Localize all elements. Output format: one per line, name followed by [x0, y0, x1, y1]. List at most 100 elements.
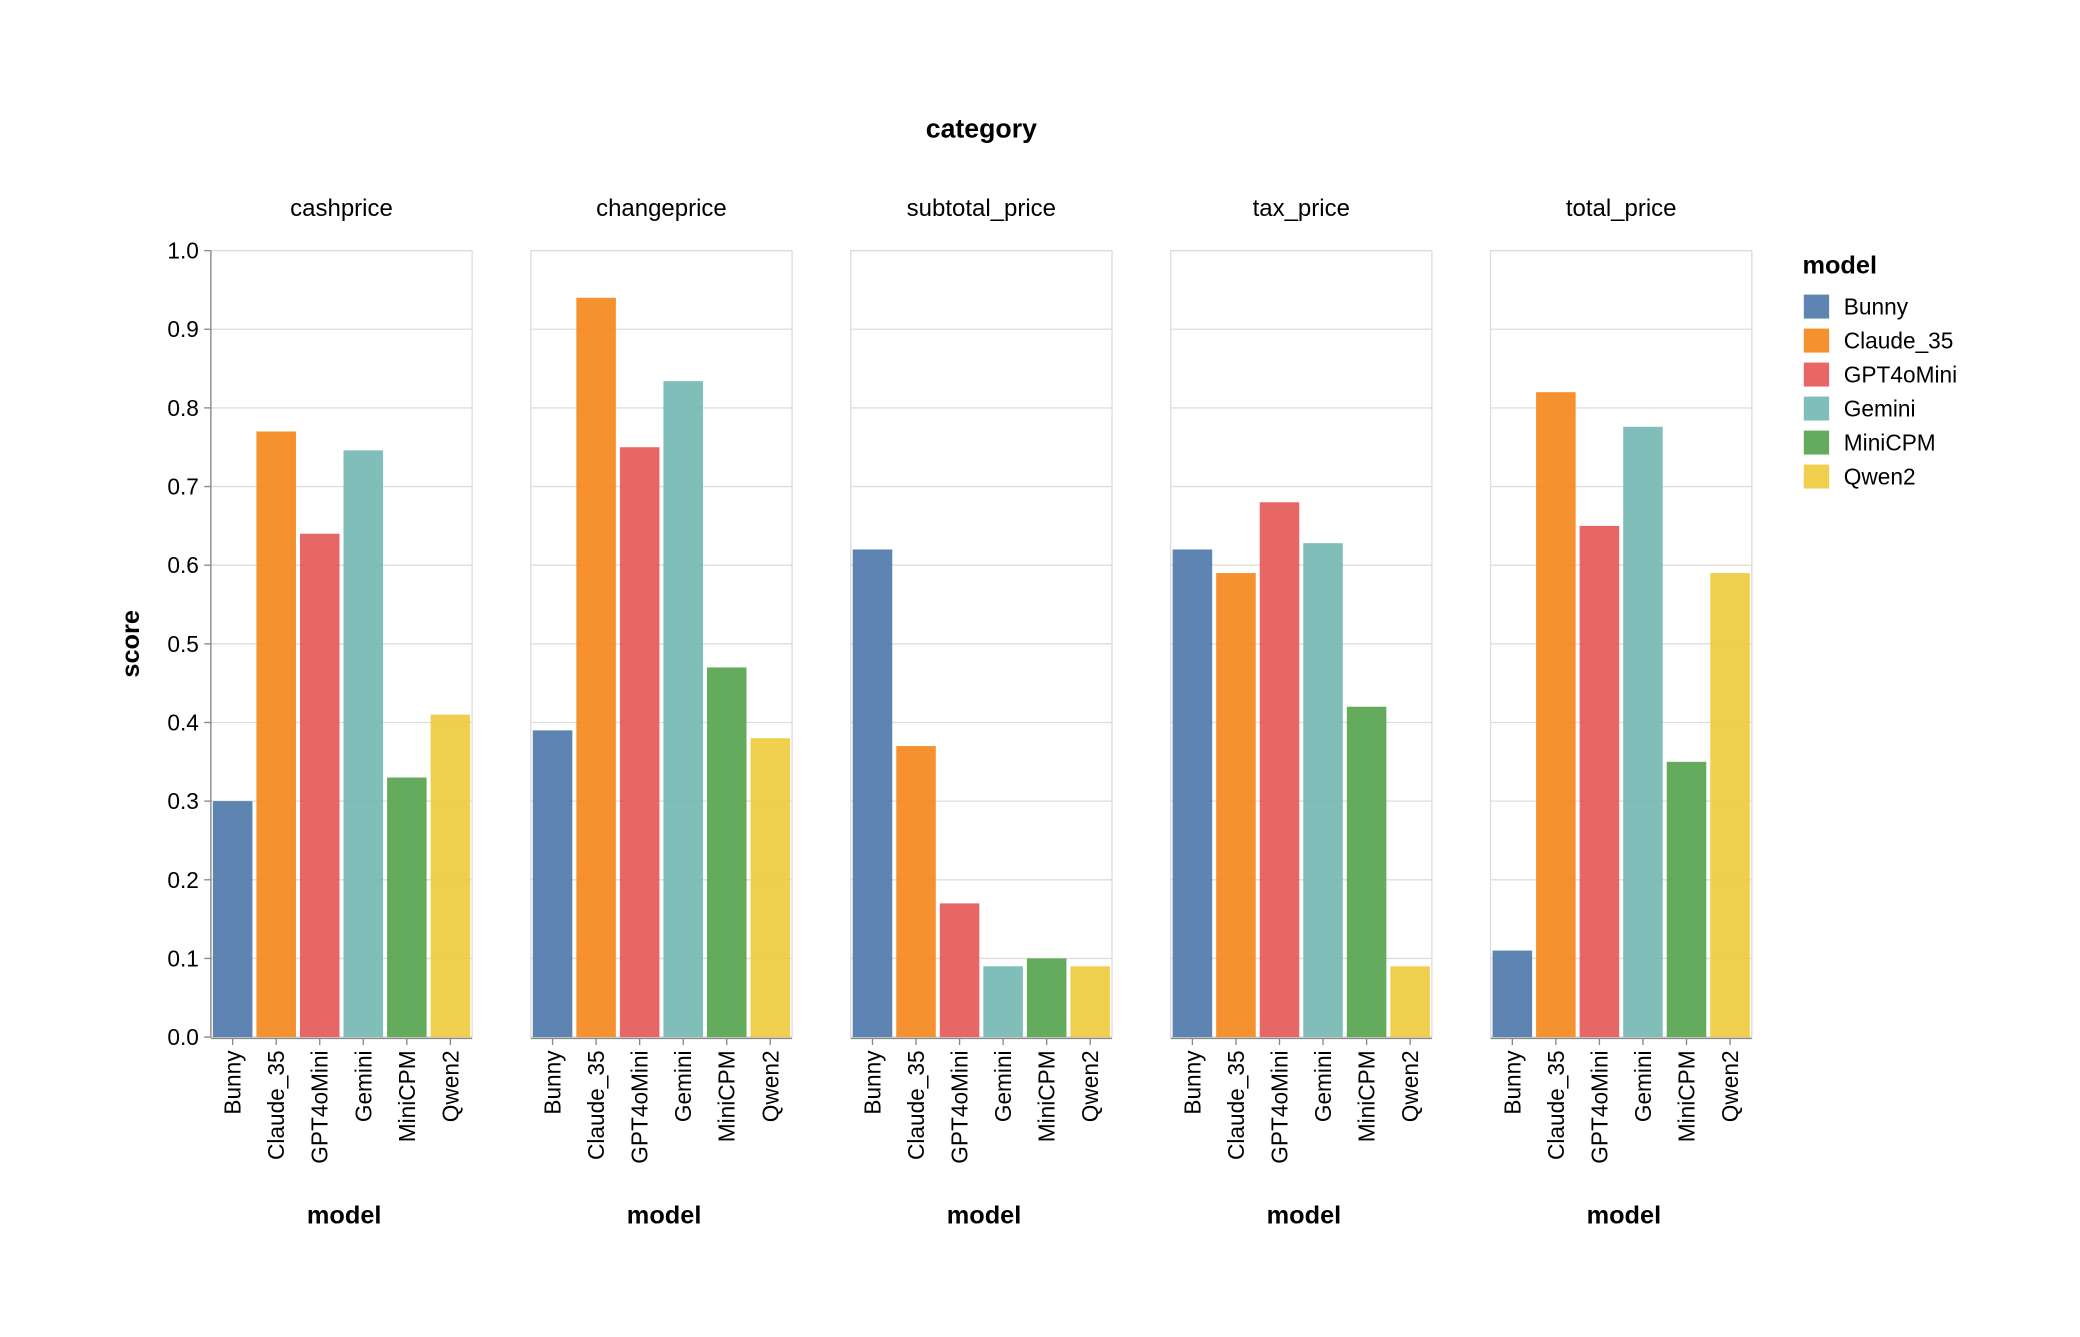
facet-panel-cashprice: cashprice 0.0 0.1 0.2 0.3 0.4 0.5 0.6 0.7 0.8 0.9 1… [167, 195, 473, 1230]
bar-tax_price-GPT4oMini [1259, 502, 1300, 1038]
legend-label-Bunny: Bunny [1844, 294, 1909, 320]
bar-total_price-GPT4oMini [1579, 525, 1620, 1038]
bar-tax_price-Gemini [1303, 543, 1343, 1038]
bar-subtotal_price-Gemini [983, 966, 1023, 1038]
x-tick-label: GPT4oMini [1266, 1050, 1292, 1163]
bar-cashprice-MiniCPM [387, 777, 427, 1038]
x-tick-label: Gemini [350, 1050, 376, 1122]
bar-changeprice-Gemini [663, 381, 703, 1038]
bar-tax_price-Claude_35 [1216, 573, 1256, 1038]
bar-changeprice-Claude_35 [576, 297, 616, 1038]
facet-panel-tax_price: tax_price Bunny Claude_35 GPT4oMini Gemini Mi… [1169, 195, 1433, 1230]
x-tick-label: Qwen2 [757, 1050, 783, 1122]
legend-swatch-Claude_35 [1803, 328, 1830, 353]
y-tick-label: 0.5 [167, 631, 198, 657]
x-axis-title: model [627, 1202, 702, 1230]
y-tick-label: 0.9 [167, 316, 198, 342]
bar-total_price-Bunny [1492, 950, 1533, 1038]
y-tick-label: 0.1 [167, 945, 198, 971]
bar-total_price-Qwen2 [1710, 573, 1750, 1038]
bar-subtotal_price-GPT4oMini [939, 903, 980, 1038]
facet-label: total_price [1566, 195, 1677, 222]
legend-label-GPT4oMini: GPT4oMini [1844, 362, 1957, 388]
facet-label: subtotal_price [907, 195, 1056, 222]
bar-tax_price-MiniCPM [1346, 706, 1387, 1038]
x-tick-label: MiniCPM [1354, 1050, 1380, 1142]
bar-cashprice-Claude_35 [256, 431, 296, 1038]
y-tick-label: 0.8 [167, 395, 198, 421]
bar-total_price-Claude_35 [1536, 392, 1576, 1038]
bar-changeprice-GPT4oMini [619, 447, 660, 1038]
bar-subtotal_price-Bunny [852, 549, 893, 1038]
facet-panel-total_price: total_price Bunny Claude_35 GPT4oMini Gemini… [1489, 195, 1753, 1230]
facet-panel-subtotal_price: subtotal_price Bunny Claude_35 GPT4oMini Gem… [850, 195, 1113, 1230]
legend-swatch-Gemini [1803, 396, 1830, 421]
bar-subtotal_price-Qwen2 [1070, 966, 1110, 1038]
x-tick-label: Claude_35 [1543, 1050, 1569, 1160]
legend-label-Qwen2: Qwen2 [1844, 464, 1916, 490]
x-tick-label: Claude_35 [1223, 1050, 1249, 1160]
bar-cashprice-GPT4oMini [299, 533, 340, 1038]
bar-cashprice-Gemini [343, 450, 384, 1038]
bar-subtotal_price-MiniCPM [1026, 958, 1067, 1038]
x-tick-label: Qwen2 [1717, 1050, 1743, 1122]
x-axis-title: model [947, 1202, 1022, 1230]
x-tick-label: MiniCPM [394, 1050, 420, 1142]
x-tick-label: Claude_35 [903, 1050, 929, 1160]
legend-label-Claude_35: Claude_35 [1844, 328, 1954, 354]
x-tick-label: Gemini [1630, 1050, 1656, 1122]
y-axis-title: score [117, 610, 145, 678]
x-tick-label: Bunny [859, 1050, 885, 1115]
x-axis-title: model [1587, 1202, 1662, 1230]
x-tick-label: Qwen2 [1397, 1050, 1423, 1122]
bar-changeprice-Qwen2 [750, 738, 791, 1038]
x-tick-label: Qwen2 [437, 1050, 463, 1122]
bar-subtotal_price-Claude_35 [896, 746, 936, 1038]
x-tick-label: Bunny [220, 1050, 246, 1115]
x-tick-label: Claude_35 [263, 1050, 289, 1160]
x-axis-title: model [1267, 1202, 1342, 1230]
facet-panel-changeprice: changeprice Bunny Claude_35 GPT4oMini Gemini… [530, 195, 793, 1230]
x-tick-label: Qwen2 [1077, 1050, 1103, 1122]
x-tick-label: Gemini [990, 1050, 1016, 1122]
bar-tax_price-Qwen2 [1390, 966, 1430, 1038]
x-tick-label: MiniCPM [1034, 1050, 1060, 1142]
bar-changeprice-Bunny [532, 730, 573, 1038]
x-tick-label: MiniCPM [1674, 1050, 1700, 1142]
x-tick-label: GPT4oMini [627, 1050, 653, 1163]
facet-label: tax_price [1253, 195, 1350, 222]
legend-swatch-GPT4oMini [1803, 362, 1830, 387]
x-axis-title: model [307, 1202, 382, 1230]
y-tick-label: 0.2 [167, 867, 198, 893]
legend-label-MiniCPM: MiniCPM [1844, 430, 1936, 456]
y-tick-label: 0.0 [167, 1024, 198, 1050]
x-tick-label: GPT4oMini [307, 1050, 333, 1163]
facet-label: changeprice [596, 195, 727, 222]
bar-total_price-MiniCPM [1666, 761, 1707, 1038]
legend-label-Gemini: Gemini [1844, 396, 1916, 422]
y-tick-label: 0.4 [167, 709, 198, 735]
x-tick-label: Gemini [670, 1050, 696, 1122]
legend-swatch-MiniCPM [1803, 430, 1830, 455]
bar-changeprice-MiniCPM [706, 667, 747, 1038]
bar-total_price-Gemini [1623, 426, 1663, 1038]
legend-title: model [1802, 251, 1877, 279]
bar-cashprice-Bunny [212, 801, 253, 1038]
y-tick-label: 0.6 [167, 552, 198, 578]
facet-label: cashprice [290, 195, 393, 222]
legend-swatch-Qwen2 [1803, 464, 1830, 489]
y-tick-label: 0.7 [167, 474, 198, 500]
legend-swatch-Bunny [1803, 294, 1830, 319]
bar-cashprice-Qwen2 [430, 714, 471, 1038]
y-tick-label: 1.0 [167, 238, 198, 264]
x-tick-label: GPT4oMini [947, 1050, 973, 1163]
x-tick-label: MiniCPM [714, 1050, 740, 1142]
x-tick-label: GPT4oMini [1586, 1050, 1612, 1163]
bar-tax_price-Bunny [1172, 549, 1213, 1038]
x-tick-label: Gemini [1310, 1050, 1336, 1122]
x-tick-label: Bunny [540, 1050, 566, 1115]
legend: model Bunny Claude_35 GPT4oMini Gemini MiniC… [1802, 251, 1957, 489]
x-tick-label: Claude_35 [583, 1050, 609, 1160]
y-tick-label: 0.3 [167, 788, 198, 814]
